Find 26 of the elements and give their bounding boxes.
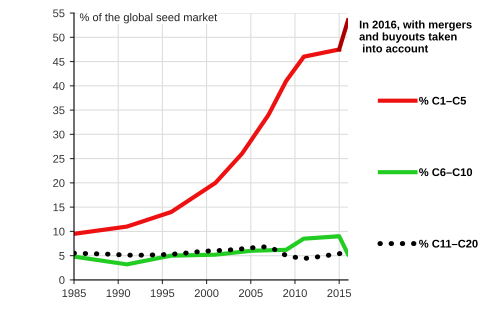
x-tick-label: 2010	[283, 289, 307, 298]
y-tick-label: 55	[53, 9, 65, 18]
legend-label: % C1–C5	[419, 96, 466, 105]
line-series	[74, 234, 348, 266]
x-tick-label: 1985	[62, 289, 86, 298]
y-tick-label: 40	[52, 82, 65, 90]
y-tick-label: 35	[53, 106, 65, 114]
y-tick-label: 10	[53, 228, 65, 236]
y-tick-label: 0	[59, 276, 65, 284]
x-tick-label: 2015	[327, 289, 352, 298]
y-tick-label: 15	[53, 204, 65, 212]
y-axis-title: % of the global seed market	[80, 13, 218, 24]
y-tick-label: 30	[53, 130, 65, 138]
x-tick-label: 2005	[238, 289, 263, 298]
annotation: In 2016, with mergers and buyouts taken into account	[359, 20, 472, 52]
x-tick-label: 1990	[106, 289, 130, 298]
legend-label: % C6–C10	[419, 168, 472, 176]
x-tick-label: 2000	[194, 289, 219, 298]
x-tick-label: 1995	[150, 289, 174, 298]
y-tick-label: 5	[59, 252, 65, 260]
y-tick-label: 50	[53, 34, 65, 42]
y-tick-label: 25	[53, 154, 65, 163]
y-tick-label: 45	[52, 58, 65, 66]
line-series	[74, 47, 342, 236]
legend-label: % C11–C20	[419, 240, 478, 248]
y-tick-label: 20	[53, 179, 65, 188]
